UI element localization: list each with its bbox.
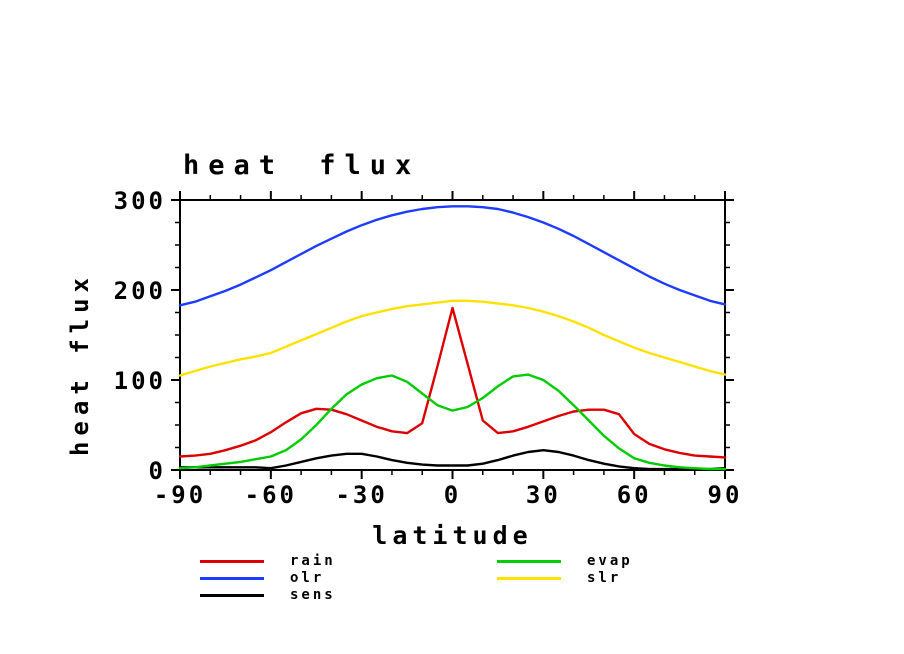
x-tick-label: 60 xyxy=(617,481,652,509)
legend-item-rain: rain xyxy=(200,553,336,569)
legend-label-olr: olr xyxy=(290,570,325,586)
series-line-rain xyxy=(178,306,727,459)
legend-label-slr: slr xyxy=(587,570,622,586)
legend-label-rain: rain xyxy=(290,553,336,569)
legend-item-slr: slr xyxy=(497,570,622,586)
legend-line-evap xyxy=(497,559,561,563)
legend-line-rain xyxy=(200,559,264,563)
y-tick-label: 300 xyxy=(114,187,166,215)
legend-line-olr xyxy=(200,576,264,580)
series-line-sens xyxy=(178,449,727,471)
legend-label-sens: sens xyxy=(290,587,336,603)
y-tick-label: 200 xyxy=(114,277,166,305)
series-line-evap xyxy=(178,373,727,471)
series-line-slr xyxy=(178,299,727,377)
legend-line-slr xyxy=(497,576,561,580)
chart-title: heat flux xyxy=(183,150,421,181)
plot-frame xyxy=(179,199,726,471)
legend-item-sens: sens xyxy=(200,587,336,603)
x-tick-label: 30 xyxy=(526,481,561,509)
x-tick-label: 0 xyxy=(444,481,461,509)
x-tick-label: -90 xyxy=(154,481,206,509)
legend-label-evap: evap xyxy=(587,553,633,569)
x-tick-label: -60 xyxy=(245,481,297,509)
legend-line-sens xyxy=(200,593,264,597)
x-tick-label: 90 xyxy=(708,481,743,509)
y-tick-label: 0 xyxy=(149,457,166,485)
series-line-olr xyxy=(178,205,727,307)
legend-item-evap: evap xyxy=(497,553,633,569)
legend-item-olr: olr xyxy=(200,570,325,586)
x-axis-label: latitude xyxy=(372,521,533,550)
x-tick-label: -30 xyxy=(335,481,387,509)
y-tick-label: 100 xyxy=(114,367,166,395)
